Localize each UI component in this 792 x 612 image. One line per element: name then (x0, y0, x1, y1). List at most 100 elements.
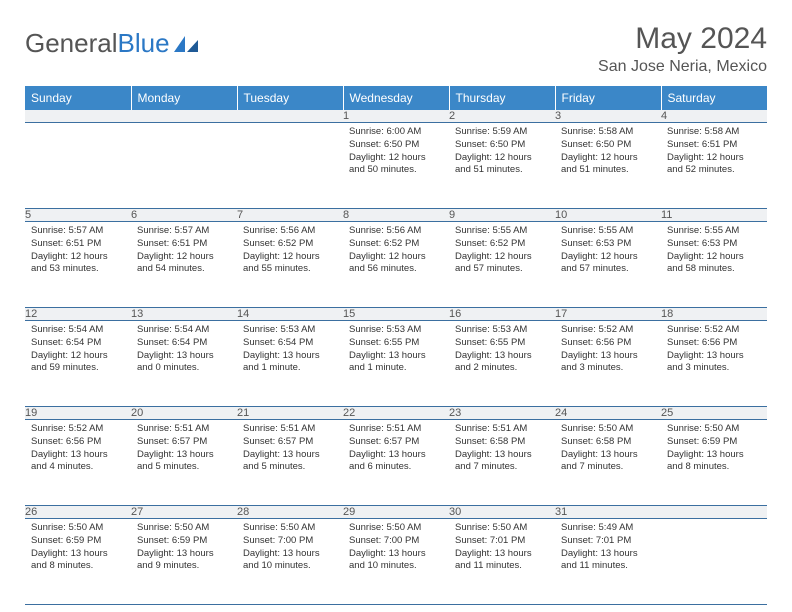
sunrise-line: Sunrise: 5:50 AM (667, 423, 761, 436)
weekday-header: Friday (555, 86, 661, 110)
daylight-line: Daylight: 12 hours and 50 minutes. (349, 152, 443, 178)
day-content: Sunrise: 5:53 AMSunset: 6:55 PMDaylight:… (343, 321, 449, 381)
day-number: 11 (661, 209, 767, 222)
daylight-line: Daylight: 12 hours and 51 minutes. (561, 152, 655, 178)
day-content: Sunrise: 5:51 AMSunset: 6:57 PMDaylight:… (343, 420, 449, 480)
daylight-line: Daylight: 12 hours and 58 minutes. (667, 251, 761, 277)
daylight-line: Daylight: 13 hours and 8 minutes. (667, 449, 761, 475)
day-number: 18 (661, 308, 767, 321)
day-cell: Sunrise: 5:51 AMSunset: 6:57 PMDaylight:… (131, 420, 237, 506)
day-content: Sunrise: 5:50 AMSunset: 7:00 PMDaylight:… (237, 519, 343, 579)
day-cell: Sunrise: 5:51 AMSunset: 6:58 PMDaylight:… (449, 420, 555, 506)
daylight-line: Daylight: 13 hours and 10 minutes. (349, 548, 443, 574)
day-cell: Sunrise: 5:56 AMSunset: 6:52 PMDaylight:… (237, 222, 343, 308)
content-row: Sunrise: 5:54 AM Sunset: 6:54 PM Daylight:… (25, 321, 767, 407)
day-cell: Sunrise: 5:50 AMSunset: 7:01 PMDaylight:… (449, 519, 555, 605)
day-cell: Sunrise: 5:50 AMSunset: 7:00 PMDaylight:… (343, 519, 449, 605)
sunrise-line: Sunrise: 5:50 AM (243, 522, 337, 535)
sunrise-line: Sunrise: 6:00 AM (349, 126, 443, 139)
day-content: Sunrise: 5:58 AMSunset: 6:50 PMDaylight:… (555, 123, 661, 183)
day-number: 16 (449, 308, 555, 321)
sunrise-line: Sunrise: 5:52 AM (31, 423, 125, 436)
sunset-line: Sunset: 6:58 PM (455, 436, 549, 449)
day-content: Sunrise: 5:56 AMSunset: 6:52 PMDaylight:… (343, 222, 449, 282)
sunrise-line: Sunrise: 5:51 AM (137, 423, 231, 436)
sunset-line: Sunset: 6:51 PM (667, 139, 761, 152)
day-cell: Sunrise: 5:50 AMSunset: 6:59 PMDaylight:… (25, 519, 131, 605)
day-content: Sunrise: 5:50 AMSunset: 6:59 PMDaylight:… (131, 519, 237, 579)
day-content: Sunrise: 5:57 AMSunset: 6:51 PMDaylight:… (25, 222, 131, 282)
sunrise-line: Sunrise: 5:50 AM (137, 522, 231, 535)
day-cell: Sunrise: 5:50 AMSunset: 6:58 PMDaylight:… (555, 420, 661, 506)
day-content: Sunrise: 5:51 AMSunset: 6:57 PMDaylight:… (237, 420, 343, 480)
day-content: Sunrise: 5:59 AMSunset: 6:50 PMDaylight:… (449, 123, 555, 183)
sunrise-line: Sunrise: 5:57 AM (31, 225, 125, 238)
day-number: 17 (555, 308, 661, 321)
day-number: 29 (343, 506, 449, 519)
daylight-line: Daylight: 13 hours and 3 minutes. (667, 350, 761, 376)
day-cell: Sunrise: 5:54 AMSunset: 6:54 PMDaylight:… (25, 321, 131, 407)
day-content: Sunrise: 6:00 AMSunset: 6:50 PMDaylight:… (343, 123, 449, 183)
day-content: Sunrise: 5:52 AMSunset: 6:56 PMDaylight:… (555, 321, 661, 381)
sunset-line: Sunset: 6:58 PM (561, 436, 655, 449)
content-row: Sunrise: 6:00 AM Sunset: 6:50 PM Daylight:… (25, 123, 767, 209)
day-cell: Sunrise: 5:53 AMSunset: 6:55 PMDaylight:… (343, 321, 449, 407)
sunset-line: Sunset: 7:00 PM (349, 535, 443, 548)
content-row: Sunrise: 5:57 AMSunset: 6:51 PM Daylight:… (25, 222, 767, 308)
daylight-line: Daylight: 13 hours and 11 minutes. (455, 548, 549, 574)
day-number: 14 (237, 308, 343, 321)
sunrise-line: Sunrise: 5:53 AM (349, 324, 443, 337)
sunset-line: Sunset: 6:54 PM (137, 337, 231, 350)
sunrise-line: Sunrise: 5:49 AM (561, 522, 655, 535)
day-number: 19 (25, 407, 131, 420)
daylight-line: Daylight: 13 hours and 5 minutes. (243, 449, 337, 475)
weekday-header: Monday (131, 86, 237, 110)
sunset-line: Sunset: 6:55 PM (349, 337, 443, 350)
day-content: Sunrise: 5:54 AMSunset: 6:54 PMDaylight:… (131, 321, 237, 381)
sunset-line: Sunset: 6:51 PM (31, 238, 125, 251)
day-content: Sunrise: 5:50 AMSunset: 6:59 PMDaylight:… (25, 519, 131, 579)
empty-cell (25, 123, 131, 209)
content-row: Sunrise: 5:50 AMSunset: 6:59 PMDaylight:… (25, 519, 767, 605)
day-cell: Sunrise: 5:56 AMSunset: 6:52 PMDaylight:… (343, 222, 449, 308)
sunset-line: Sunset: 6:57 PM (137, 436, 231, 449)
day-number: 23 (449, 407, 555, 420)
day-number: 8 (343, 209, 449, 222)
weekday-header: Wednesday (343, 86, 449, 110)
daylight-line: Daylight: 13 hours and 11 minutes. (561, 548, 655, 574)
daylight-line: Daylight: 12 hours and 55 minutes. (243, 251, 337, 277)
day-number: 6 (131, 209, 237, 222)
sunset-line: Sunset: 6:52 PM (349, 238, 443, 251)
day-cell: Sunrise: 5:54 AMSunset: 6:54 PMDaylight:… (131, 321, 237, 407)
daylight-line: Daylight: 12 hours and 59 minutes. (31, 350, 125, 376)
sunrise-line: Sunrise: 5:58 AM (561, 126, 655, 139)
daylight-line: Daylight: 12 hours and 56 minutes. (349, 251, 443, 277)
sunrise-line: Sunrise: 5:56 AM (243, 225, 337, 238)
day-content: Sunrise: 5:55 AMSunset: 6:53 PMDaylight:… (661, 222, 767, 282)
daylight-line: Daylight: 13 hours and 3 minutes. (561, 350, 655, 376)
daylight-line: Daylight: 13 hours and 7 minutes. (561, 449, 655, 475)
day-cell: Sunrise: 5:50 AMSunset: 7:00 PMDaylight:… (237, 519, 343, 605)
daylight-line: Daylight: 13 hours and 10 minutes. (243, 548, 337, 574)
weekday-header: Sunday (25, 86, 131, 110)
daylight-line: Daylight: 12 hours and 57 minutes. (561, 251, 655, 277)
sunrise-line: Sunrise: 5:52 AM (667, 324, 761, 337)
daylight-line: Daylight: 13 hours and 6 minutes. (349, 449, 443, 475)
day-cell: Sunrise: 5:53 AMSunset: 6:54 PMDaylight:… (237, 321, 343, 407)
daynum-row: 1234 (25, 110, 767, 123)
sunset-line: Sunset: 6:57 PM (243, 436, 337, 449)
sunrise-line: Sunrise: 5:56 AM (349, 225, 443, 238)
day-number: 7 (237, 209, 343, 222)
sunrise-line: Sunrise: 5:55 AM (561, 225, 655, 238)
daynum-row: 12131415161718 (25, 308, 767, 321)
day-number: 31 (555, 506, 661, 519)
sunrise-line: Sunrise: 5:51 AM (243, 423, 337, 436)
day-number: 22 (343, 407, 449, 420)
sunset-line: Sunset: 7:01 PM (455, 535, 549, 548)
sunset-line: Sunset: 6:55 PM (455, 337, 549, 350)
sunrise-line: Sunrise: 5:54 AM (31, 324, 125, 337)
sunset-line: Sunset: 6:59 PM (667, 436, 761, 449)
sunset-line: Sunset: 6:50 PM (455, 139, 549, 152)
day-number: 15 (343, 308, 449, 321)
daylight-line: Daylight: 13 hours and 1 minute. (349, 350, 443, 376)
